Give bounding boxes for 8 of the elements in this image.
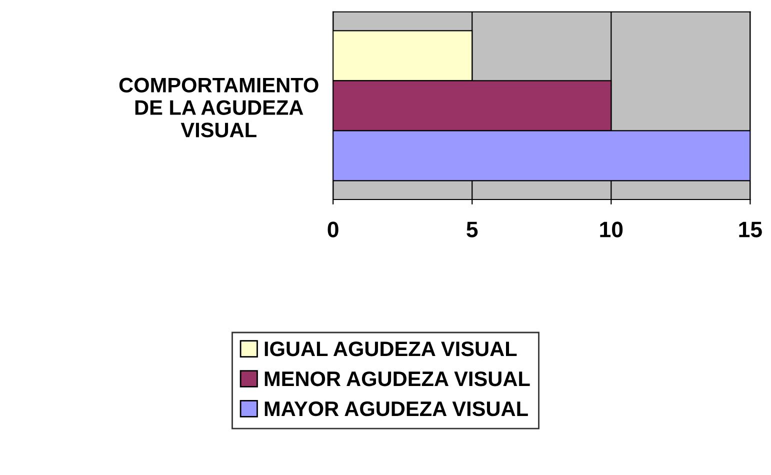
x-tick-label: 15 [739,222,762,238]
x-tick-label: 10 [600,222,623,238]
legend-label: IGUAL AGUDEZA VISUAL [264,341,517,356]
x-tick-label: 0 [328,222,338,238]
legend-label: MAYOR AGUDEZA VISUAL [264,401,528,416]
legend-label: MENOR AGUDEZA VISUAL [264,371,530,386]
y-tick-label: COMPORTAMIENTO DE LA AGUDEZA VISUAL [119,78,318,138]
x-tick-label: 5 [466,222,478,238]
